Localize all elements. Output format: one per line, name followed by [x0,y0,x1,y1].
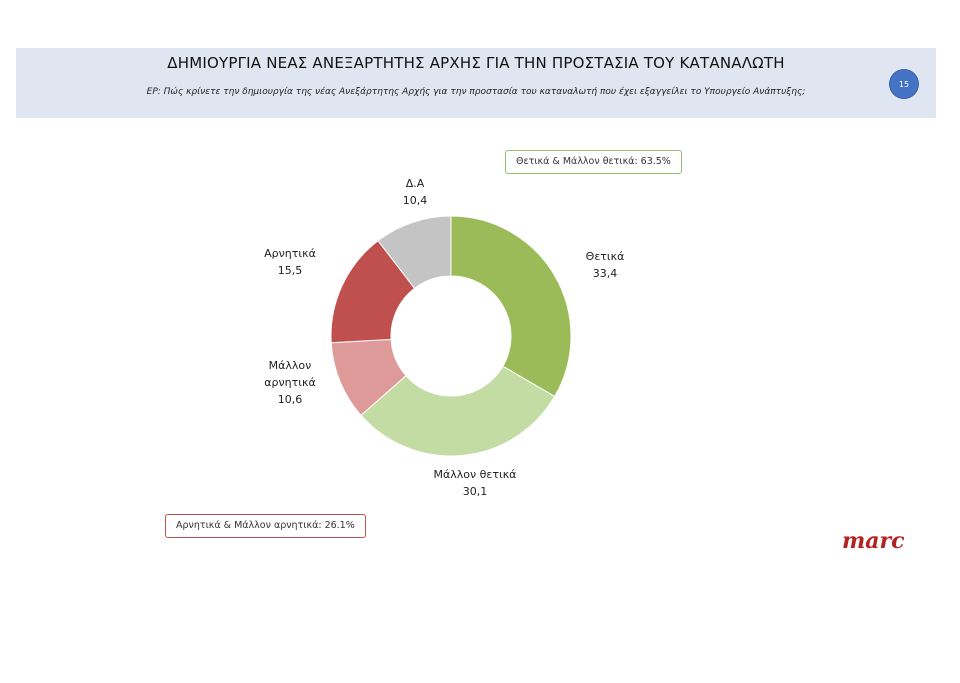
slice-label-mallon-arnitika: Μάλλον αρνητικά 10,6 [250,357,330,408]
slice-value: 30,1 [462,485,488,498]
survey-question: ΕΡ: Πώς κρίνετε την δημιουργία της νέας … [146,87,806,97]
slice-value: 10,4 [402,194,428,207]
header-banner: ΔΗΜΙΟΥΡΓΙΑ ΝΕΑΣ ΑΝΕΞΑΡΤΗΤΗΣ ΑΡΧΗΣ ΓΙΑ ΤΗ… [16,48,936,118]
slice-name: Δ.Α [405,177,425,190]
donut-slice-1 [360,365,556,457]
slice-label-mallon-thetika: Μάλλον θετικά 30,1 [415,466,535,500]
slice-label-thetika: Θετικά 33,4 [565,248,645,282]
slice-value: 15,5 [277,264,303,277]
slice-name: Θετικά [585,250,625,263]
positive-summary-box: Θετικά & Μάλλον θετικά: 63.5% [505,150,682,174]
slice-name: Μάλλον αρνητικά [264,359,316,389]
negative-summary-box: Αρνητικά & Μάλλον αρνητικά: 26.1% [165,514,366,538]
slice-label-da: Δ.Α 10,4 [385,175,445,209]
donut-slice-0 [450,215,572,398]
donut-slice-4 [377,215,452,290]
marc-logo: marc [842,528,905,554]
slice-name: Αρνητικά [264,247,316,260]
page-number-badge: 15 [890,70,918,98]
slice-value: 10,6 [277,393,303,406]
slice-label-arnitika: Αρνητικά 15,5 [250,245,330,279]
page-title: ΔΗΜΙΟΥΡΓΙΑ ΝΕΑΣ ΑΝΕΞΑΡΤΗΤΗΣ ΑΡΧΗΣ ΓΙΑ ΤΗ… [167,54,785,72]
slice-value: 33,4 [592,267,618,280]
slice-name: Μάλλον θετικά [433,468,517,481]
